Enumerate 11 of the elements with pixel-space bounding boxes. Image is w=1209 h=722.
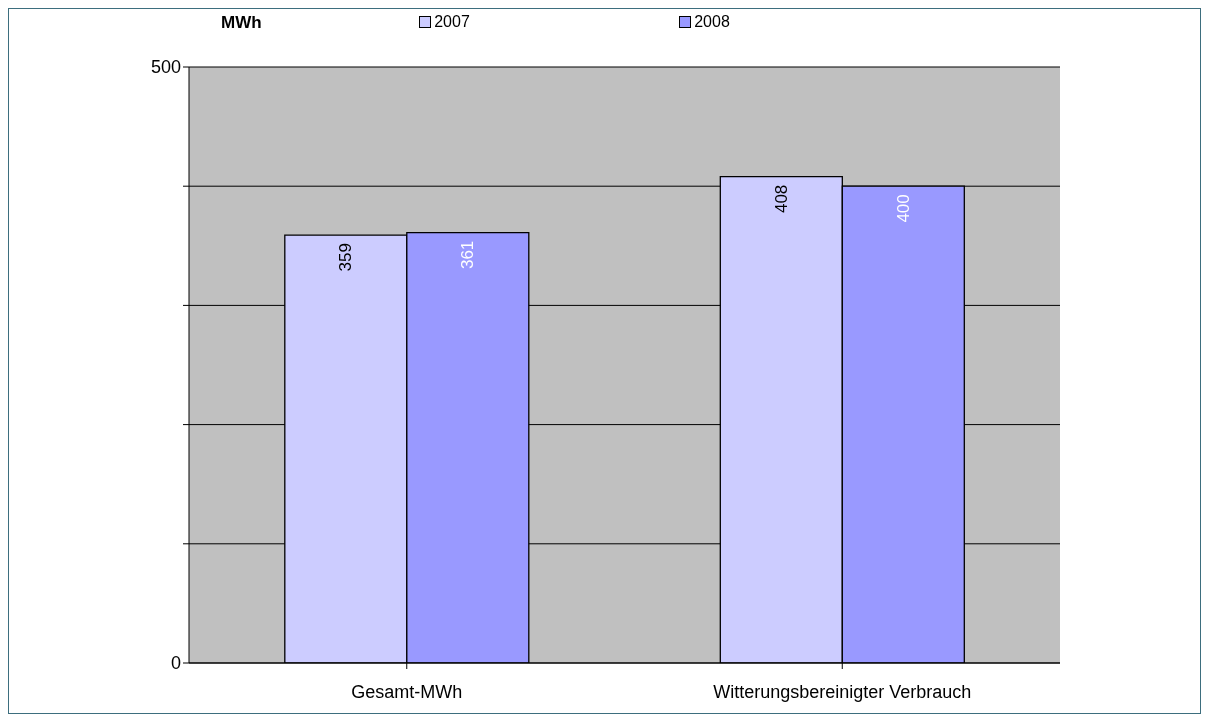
y-tick-label: 500 (150, 57, 181, 78)
legend-label: 2007 (433, 13, 470, 31)
legend-label: 2008 (693, 13, 730, 31)
x-tick-label: Gesamt-MWh (351, 681, 463, 702)
data-label: 400 (893, 194, 913, 223)
data-label: 408 (771, 184, 791, 214)
data-label: 361 (458, 240, 478, 270)
x-tick-label: Witterungsbereinigter Verbrauch (713, 681, 972, 702)
y-tick-label: 0 (170, 653, 181, 674)
y-axis-title: MWh (221, 13, 262, 33)
data-label: 359 (336, 243, 356, 272)
